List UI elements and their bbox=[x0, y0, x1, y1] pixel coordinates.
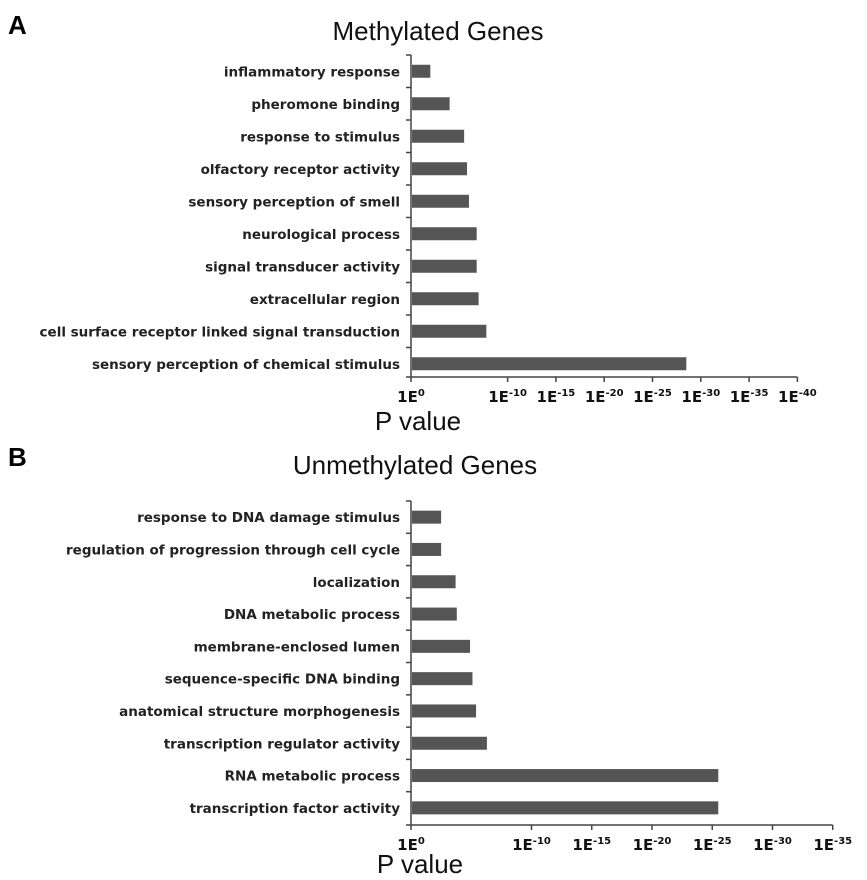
x-tick-label-a: 1E-35 bbox=[730, 388, 769, 406]
x-tick-label-b: 1E-15 bbox=[572, 836, 611, 854]
category-label-a: sensory perception of chemical stimulus bbox=[92, 357, 400, 373]
x-tick-label-a: 1E-10 bbox=[488, 388, 527, 406]
category-label-a: pheromone binding bbox=[251, 97, 400, 113]
bar-a-4 bbox=[412, 162, 468, 176]
category-label-b: response to DNA damage stimulus bbox=[137, 510, 400, 526]
x-axis-title-b: P value bbox=[377, 849, 463, 879]
category-label-a: signal transducer activity bbox=[205, 259, 400, 275]
bar-a-9 bbox=[412, 324, 487, 338]
panel-letter-b: B bbox=[8, 442, 27, 472]
category-label-a: cell surface receptor linked signal tran… bbox=[40, 324, 400, 340]
x-tick-label-a: 1E-30 bbox=[681, 388, 720, 406]
x-tick-label-a: 1E-20 bbox=[585, 388, 624, 406]
category-label-b: membrane-enclosed lumen bbox=[194, 639, 400, 655]
bar-a-3 bbox=[412, 129, 465, 143]
category-label-a: olfactory receptor activity bbox=[201, 162, 401, 178]
x-tick-label-a: 1E-25 bbox=[633, 388, 672, 406]
chart-title-a: Methylated Genes bbox=[332, 16, 543, 46]
bar-b-7 bbox=[412, 704, 477, 718]
bar-a-8 bbox=[412, 292, 479, 306]
x-tick-label-b: 1E-30 bbox=[753, 836, 792, 854]
bar-b-2 bbox=[412, 542, 442, 556]
bar-a-6 bbox=[412, 227, 477, 241]
category-label-a: extracellular region bbox=[250, 292, 400, 308]
chart-title-b: Unmethylated Genes bbox=[293, 450, 537, 480]
x-tick-label-b: 1E-35 bbox=[813, 836, 852, 854]
chart-panel-b: B Unmethylated Genes P value response to… bbox=[8, 442, 852, 879]
bar-b-5 bbox=[412, 639, 471, 653]
bar-a-7 bbox=[412, 259, 477, 273]
x-tick-label-a: 1E-15 bbox=[537, 388, 576, 406]
category-label-b: sequence-specific DNA binding bbox=[165, 672, 400, 688]
category-label-a: sensory perception of smell bbox=[188, 194, 400, 210]
x-tick-label-b: 1E-25 bbox=[693, 836, 732, 854]
bar-b-8 bbox=[412, 736, 487, 750]
panel-letter-a: A bbox=[8, 10, 27, 40]
bar-a-10 bbox=[412, 357, 687, 371]
x-tick-label-b: 1E-20 bbox=[633, 836, 672, 854]
category-label-a: response to stimulus bbox=[240, 129, 400, 145]
bar-a-2 bbox=[412, 97, 450, 111]
category-label-b: regulation of progression through cell c… bbox=[66, 542, 400, 558]
bar-a-5 bbox=[412, 194, 469, 208]
bar-b-10 bbox=[412, 801, 719, 815]
category-label-b: anatomical structure morphogenesis bbox=[119, 704, 400, 720]
chart-panel-a: A Methylated Genes P value inflammatory … bbox=[8, 10, 817, 436]
category-label-b: transcription regulator activity bbox=[164, 736, 400, 752]
category-label-b: RNA metabolic process bbox=[225, 769, 400, 785]
bar-b-3 bbox=[412, 575, 456, 589]
category-label-b: DNA metabolic process bbox=[224, 607, 400, 623]
x-tick-label-b: 1E-10 bbox=[512, 836, 551, 854]
bar-b-9 bbox=[412, 769, 719, 783]
x-tick-label-a: 1E0 bbox=[397, 388, 425, 406]
category-label-b: localization bbox=[313, 575, 400, 591]
category-label-a: neurological process bbox=[242, 227, 400, 243]
bar-b-6 bbox=[412, 672, 473, 686]
category-label-a: inflammatory response bbox=[224, 64, 400, 80]
category-label-b: transcription factor activity bbox=[190, 801, 401, 817]
bar-a-1 bbox=[412, 64, 431, 78]
x-tick-label-a: 1E-40 bbox=[778, 388, 817, 406]
x-axis-title-a: P value bbox=[375, 406, 461, 436]
x-tick-label-b: 1E0 bbox=[397, 836, 425, 854]
bar-b-4 bbox=[412, 607, 457, 621]
bar-b-1 bbox=[412, 510, 442, 524]
